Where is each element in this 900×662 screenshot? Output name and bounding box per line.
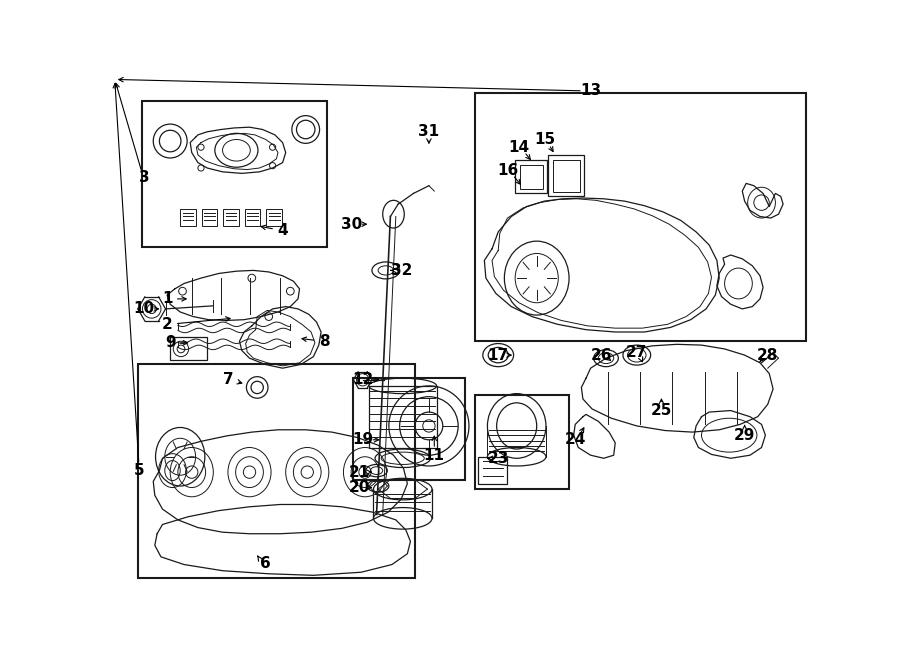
Bar <box>369 386 436 448</box>
Text: 11: 11 <box>424 448 445 463</box>
Text: 2: 2 <box>162 317 173 332</box>
Text: 15: 15 <box>534 132 555 147</box>
Text: 12: 12 <box>352 372 374 387</box>
Text: 8: 8 <box>319 334 329 349</box>
Text: 29: 29 <box>734 428 755 443</box>
Bar <box>202 209 217 226</box>
Text: 10: 10 <box>133 301 155 316</box>
Text: 26: 26 <box>590 348 612 363</box>
Bar <box>515 160 547 193</box>
Bar <box>548 155 584 197</box>
Text: 3: 3 <box>139 171 149 185</box>
Text: 24: 24 <box>564 432 586 448</box>
Text: 30: 30 <box>341 216 363 232</box>
Text: 16: 16 <box>497 163 518 178</box>
Bar <box>475 395 569 489</box>
Bar <box>553 160 580 192</box>
Text: 7: 7 <box>223 372 234 387</box>
Text: 4: 4 <box>277 223 288 238</box>
Bar <box>520 165 543 189</box>
Text: 23: 23 <box>488 451 508 466</box>
Text: 19: 19 <box>352 432 374 448</box>
Text: 9: 9 <box>165 335 176 350</box>
Text: 20: 20 <box>349 480 370 495</box>
Text: 27: 27 <box>626 346 647 360</box>
Bar <box>354 378 465 480</box>
Text: 6: 6 <box>259 555 270 571</box>
Bar <box>170 338 207 361</box>
Text: 31: 31 <box>418 124 439 139</box>
Text: 25: 25 <box>651 403 672 418</box>
Text: 28: 28 <box>757 348 778 363</box>
Bar <box>245 209 260 226</box>
Bar <box>266 209 282 226</box>
Text: 13: 13 <box>580 83 601 99</box>
Bar <box>475 93 806 341</box>
Bar <box>180 209 195 226</box>
Text: 1: 1 <box>162 291 173 307</box>
Text: 5: 5 <box>134 463 145 478</box>
Text: 21: 21 <box>349 465 370 480</box>
Bar <box>478 457 508 484</box>
Bar <box>223 209 238 226</box>
Text: 17: 17 <box>488 348 508 363</box>
Text: 32: 32 <box>391 263 412 278</box>
Bar <box>138 364 415 579</box>
Bar <box>141 101 327 248</box>
Text: 14: 14 <box>508 140 529 155</box>
